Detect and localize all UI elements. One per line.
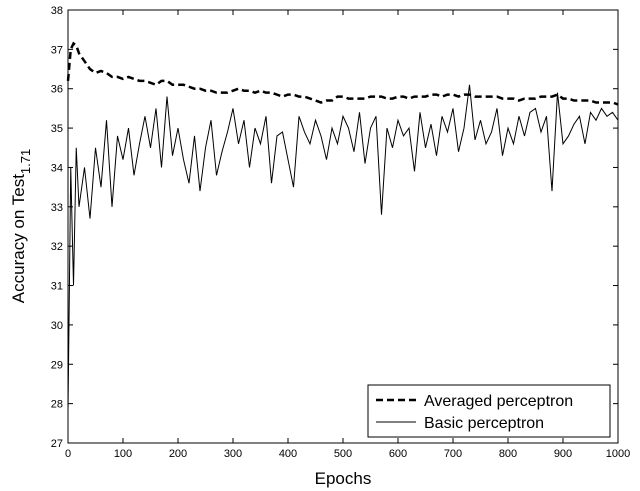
x-tick-label: 200: [169, 448, 187, 460]
plot-frame: [67, 9, 619, 444]
y-axis-label-main: Accuracy on Test: [9, 174, 28, 303]
x-tick-label: 800: [499, 448, 517, 460]
y-axis-label: Accuracy on Test1.71: [9, 149, 33, 303]
y-tick-label: 36: [51, 84, 63, 96]
series-line: [66, 41, 619, 106]
legend-box: [367, 384, 611, 438]
y-tick-label: 28: [51, 399, 63, 411]
x-tick-label: 600: [389, 448, 407, 460]
x-tick-label: 100: [114, 448, 132, 460]
x-axis-label: Epochs: [315, 469, 372, 488]
x-tick-label: 300: [224, 448, 242, 460]
y-tick-label: 30: [51, 320, 63, 332]
legend-label: Averaged perceptron: [424, 393, 573, 410]
x-tick-label: 400: [279, 448, 297, 460]
x-tick-label: 500: [334, 448, 352, 460]
y-tick-label: 27: [51, 438, 63, 450]
y-tick-label: 33: [51, 202, 63, 214]
y-axis-label-subscript: 1.71: [18, 149, 33, 174]
y-tick-label: 34: [51, 162, 63, 174]
y-tick-label: 38: [51, 5, 63, 17]
y-tick-label: 32: [51, 241, 63, 253]
y-tick-label: 35: [51, 123, 63, 135]
y-tick-label: 31: [51, 281, 63, 293]
x-tick-label: 1000: [606, 448, 630, 460]
x-tick-label: 0: [65, 448, 71, 460]
legend-label: Basic perceptron: [424, 415, 544, 432]
y-tick-label: 37: [51, 44, 63, 56]
x-tick-label: 700: [444, 448, 462, 460]
x-tick-label: 900: [554, 448, 572, 460]
series-line: [67, 84, 619, 412]
y-tick-label: 29: [51, 359, 63, 371]
